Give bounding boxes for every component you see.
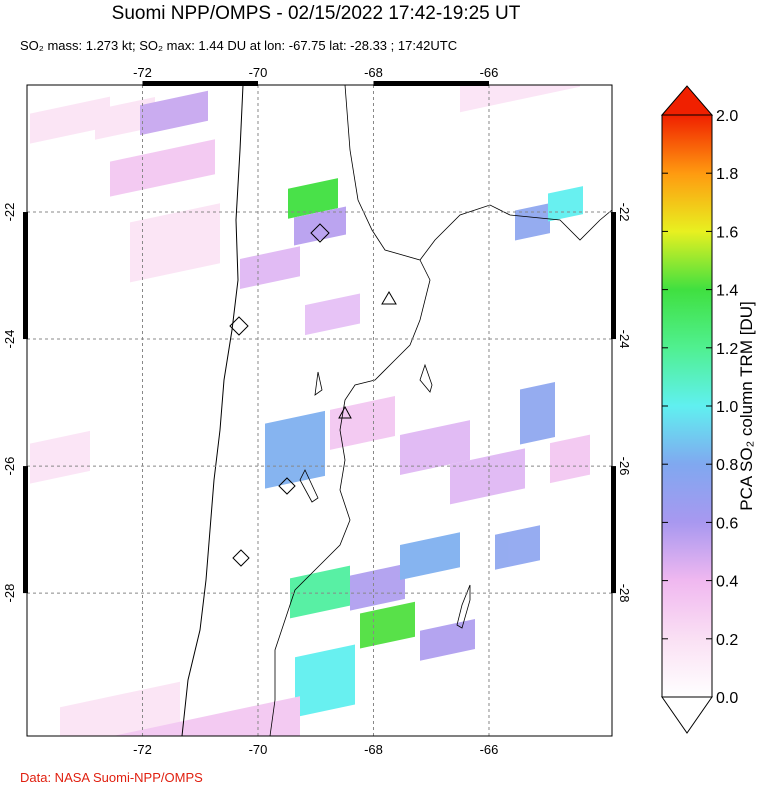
colorbar-min-arrow: [661, 696, 713, 734]
colorbar-tick-label: 1.0: [716, 399, 738, 416]
frame-bar: [23, 212, 28, 340]
lat-tick-label: -22: [2, 203, 17, 222]
colorbar-tick-label: 1.6: [716, 224, 738, 241]
lat-tick-label: -26: [2, 457, 17, 476]
colorbar-tick-label: 0.0: [716, 690, 738, 707]
frame-bar: [611, 466, 616, 594]
colorbar-tick-label: 0.2: [716, 632, 738, 649]
lon-tick-label: -70: [249, 742, 268, 757]
colorbar-label: PCA SO₂ column TRM [DU]: [737, 301, 756, 510]
colorbar-tick-label: 1.4: [716, 283, 738, 300]
lat-tick-label: -26: [617, 457, 632, 476]
lon-tick-label: -68: [364, 65, 383, 80]
border: [269, 85, 612, 736]
lon-tick-label: -72: [133, 65, 152, 80]
lat-tick-label: -24: [617, 330, 632, 349]
so2-swath: [27, 85, 612, 736]
colorbar-tick-label: 0.4: [716, 574, 738, 591]
lakes: [299, 363, 471, 629]
data-credit: Data: NASA Suomi-NPP/OMPS: [20, 770, 203, 785]
frame-bar: [373, 81, 489, 86]
subtitle: SO₂ mass: 1.273 kt; SO₂ max: 1.44 DU at …: [20, 38, 457, 53]
lon-tick-label: -72: [133, 742, 152, 757]
colorbar-max-arrow: [660, 85, 714, 116]
lon-tick-label: -68: [364, 742, 383, 757]
lat-tick-label: -24: [2, 330, 17, 349]
colorbar: [661, 114, 713, 698]
colorbar-tick-label: 2.0: [716, 108, 738, 125]
map-frame: [26, 84, 613, 737]
colorbar-tick-label: 0.8: [716, 457, 738, 474]
lat-tick-label: -22: [617, 203, 632, 222]
lon-tick-label: -66: [480, 742, 499, 757]
lat-tick-label: -28: [617, 584, 632, 603]
frame-bar: [611, 212, 616, 340]
lat-tick-label: -28: [2, 584, 17, 603]
colorbar-tick-label: 0.6: [716, 515, 738, 532]
frame-bar: [23, 466, 28, 594]
title: Suomi NPP/OMPS - 02/15/2022 17:42-19:25 …: [112, 3, 521, 24]
colorbar-tick-label: 1.8: [716, 166, 738, 183]
coastline: [181, 85, 244, 736]
lon-tick-label: -70: [249, 65, 268, 80]
colorbar-tick-label: 1.2: [716, 341, 738, 358]
frame-bar: [142, 81, 258, 86]
lon-tick-label: -66: [480, 65, 499, 80]
volcano-markers: [229, 223, 397, 567]
